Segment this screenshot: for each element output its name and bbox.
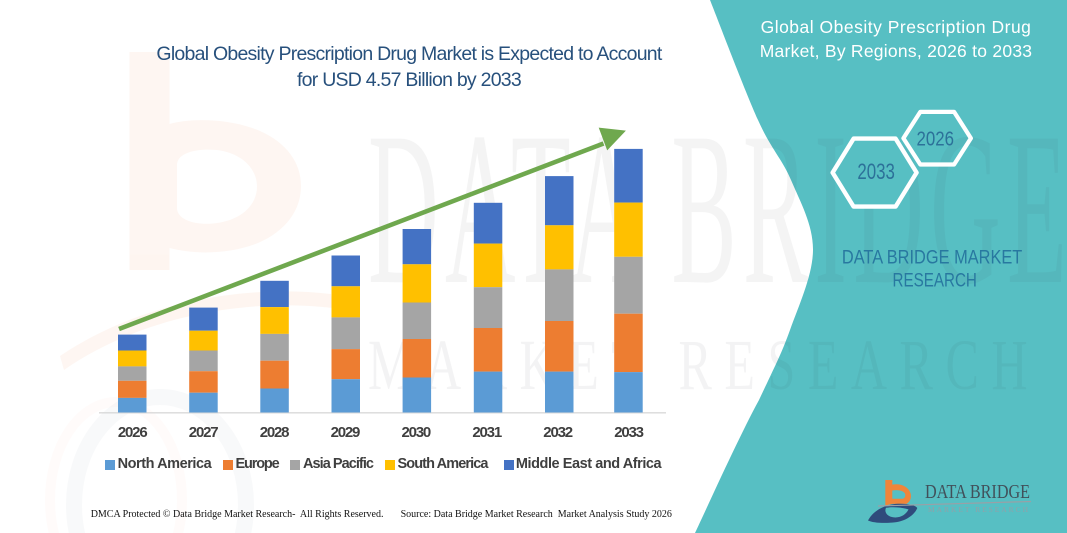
svg-text:2026: 2026 (917, 129, 955, 151)
svg-text:DATA BRIDGE MARKET: DATA BRIDGE MARKET (842, 246, 1022, 268)
svg-text:RESEARCH: RESEARCH (893, 270, 977, 292)
svg-text:2033: 2033 (857, 159, 895, 184)
svg-text:DATA BRIDGE: DATA BRIDGE (925, 481, 1030, 503)
svg-text:MARKET RESEARCH: MARKET RESEARCH (928, 505, 1029, 514)
svg-text:MARKET RESEARCH: MARKET RESEARCH (368, 325, 1040, 405)
